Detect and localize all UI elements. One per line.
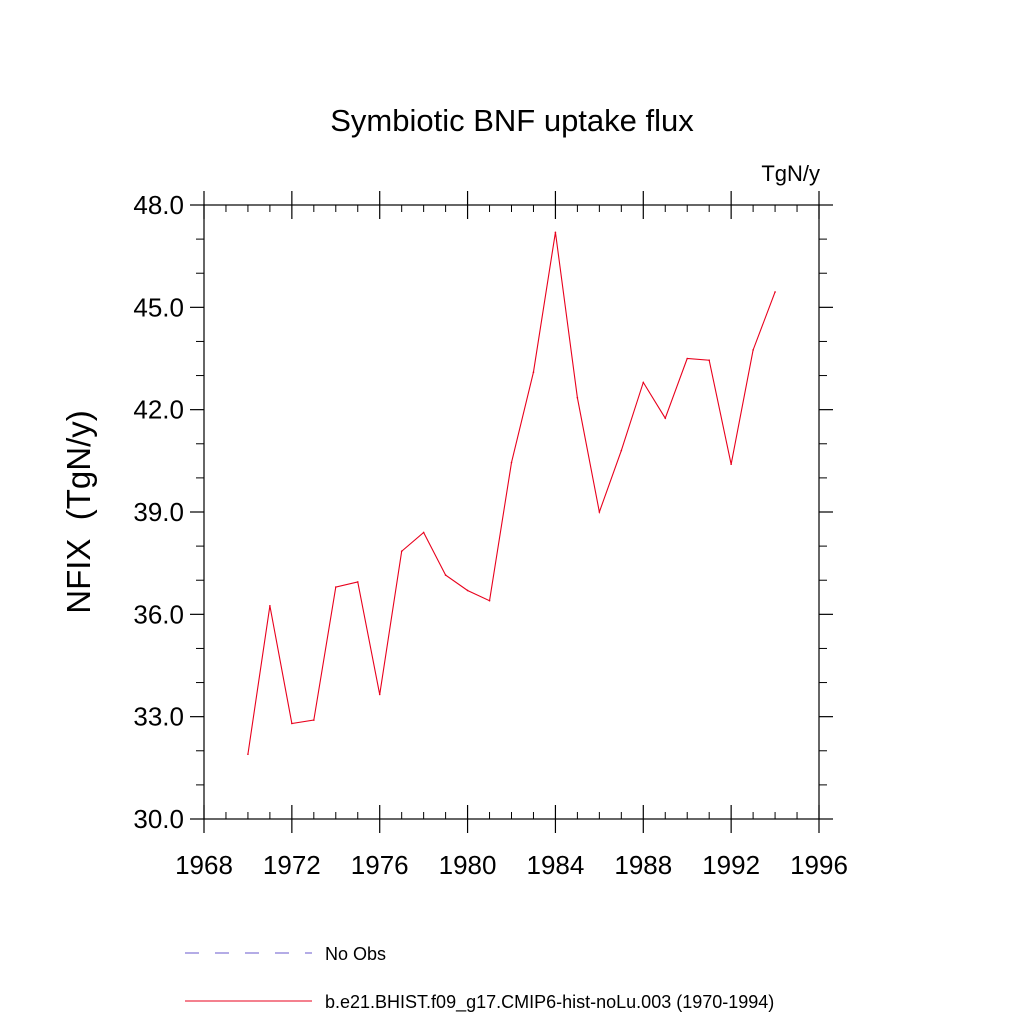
y-tick-label: 45.0 <box>133 292 184 322</box>
data-point <box>422 531 425 534</box>
data-point <box>532 371 535 373</box>
series-layer <box>247 231 776 755</box>
x-tick-label: 1980 <box>439 850 497 880</box>
y-tick-label: 39.0 <box>133 497 184 527</box>
x-tick-label: 1988 <box>614 850 672 880</box>
data-point <box>400 550 403 553</box>
x-tick-label: 1968 <box>175 850 233 880</box>
x-tick-label: 1984 <box>527 850 585 880</box>
data-point <box>247 753 249 755</box>
data-point <box>576 396 579 399</box>
data-point <box>269 605 271 607</box>
data-point <box>291 722 293 725</box>
y-tick-label: 42.0 <box>133 395 184 425</box>
chart-title: Symbiotic BNF uptake flux <box>330 103 694 138</box>
data-point <box>620 449 623 452</box>
data-point <box>334 586 337 588</box>
data-point <box>554 231 557 234</box>
data-point <box>752 349 754 351</box>
data-point <box>488 599 491 602</box>
legend-label: No Obs <box>325 944 386 964</box>
y-tick-label: 36.0 <box>133 599 184 629</box>
x-tick-label: 1976 <box>351 850 409 880</box>
y-tick-label: 33.0 <box>133 702 184 732</box>
legend-label: b.e21.BHIST.f09_g17.CMIP6-hist-noLu.003 … <box>325 992 774 1013</box>
data-point <box>598 511 601 513</box>
units-label: TgN/y <box>761 161 820 186</box>
axis-ticks: 1968 1972 1976 1980 1984 1988 1992 1996 30.0 33.0… <box>133 190 848 880</box>
y-axis-label: NFIX (TgN/y) <box>60 410 97 614</box>
data-point <box>642 381 645 384</box>
data-point <box>686 357 689 360</box>
legend: No Obs b.e21.BHIST.f09_g17.CMIP6-hist-noL… <box>185 944 774 1013</box>
data-point <box>510 461 513 464</box>
data-point <box>444 574 447 576</box>
data-point <box>313 719 315 721</box>
series-line <box>247 232 776 755</box>
x-tick-label: 1972 <box>263 850 321 880</box>
data-point <box>466 589 469 592</box>
data-point <box>708 359 710 362</box>
y-tick-label: 48.0 <box>133 190 184 220</box>
data-point <box>730 463 732 466</box>
data-point <box>356 581 359 583</box>
x-tick-label: 1996 <box>790 850 848 880</box>
data-point <box>664 417 667 419</box>
y-tick-label: 30.0 <box>133 804 184 834</box>
plot-frame <box>203 204 820 820</box>
data-point <box>378 693 381 696</box>
x-tick-label: 1992 <box>702 850 760 880</box>
data-point <box>774 291 776 293</box>
